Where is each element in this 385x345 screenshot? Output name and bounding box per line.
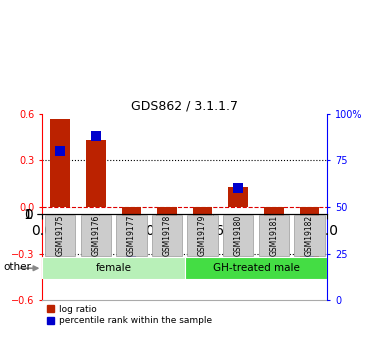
Point (199, 240, 206, 245)
Point (93, 134, 99, 139)
Text: GSM19178: GSM19178 (162, 215, 171, 256)
Text: GSM19179: GSM19179 (198, 215, 207, 256)
Text: female: female (95, 263, 132, 273)
FancyBboxPatch shape (185, 257, 327, 279)
FancyBboxPatch shape (42, 257, 185, 279)
Text: GSM19182: GSM19182 (305, 215, 314, 256)
FancyBboxPatch shape (45, 215, 75, 256)
Legend: log ratio, percentile rank within the sample: log ratio, percentile rank within the sa… (47, 305, 212, 325)
FancyBboxPatch shape (80, 215, 111, 256)
Point (57, 148, 63, 154)
Text: GH-treated male: GH-treated male (213, 263, 300, 273)
FancyBboxPatch shape (187, 215, 218, 256)
Point (128, 249, 134, 255)
Bar (300, 207, 319, 257)
FancyBboxPatch shape (259, 215, 289, 256)
Point (235, 186, 241, 191)
FancyBboxPatch shape (152, 215, 182, 256)
Title: GDS862 / 3.1.1.7: GDS862 / 3.1.1.7 (131, 100, 238, 113)
Bar (193, 207, 213, 221)
Text: GSM19177: GSM19177 (127, 215, 136, 256)
Point (306, 249, 313, 255)
Bar (86, 140, 105, 207)
Text: GSM19176: GSM19176 (91, 215, 100, 256)
FancyBboxPatch shape (294, 215, 325, 256)
Point (164, 264, 170, 269)
Bar (50, 119, 70, 207)
Text: GSM19181: GSM19181 (270, 215, 278, 256)
FancyBboxPatch shape (223, 215, 253, 256)
Text: GSM19175: GSM19175 (56, 215, 65, 256)
FancyBboxPatch shape (116, 215, 147, 256)
Bar (264, 207, 284, 230)
Text: GSM19180: GSM19180 (234, 215, 243, 256)
Text: other: other (4, 263, 32, 272)
Bar (157, 207, 177, 241)
Point (271, 247, 277, 253)
Bar (228, 187, 248, 207)
Bar (122, 207, 141, 235)
